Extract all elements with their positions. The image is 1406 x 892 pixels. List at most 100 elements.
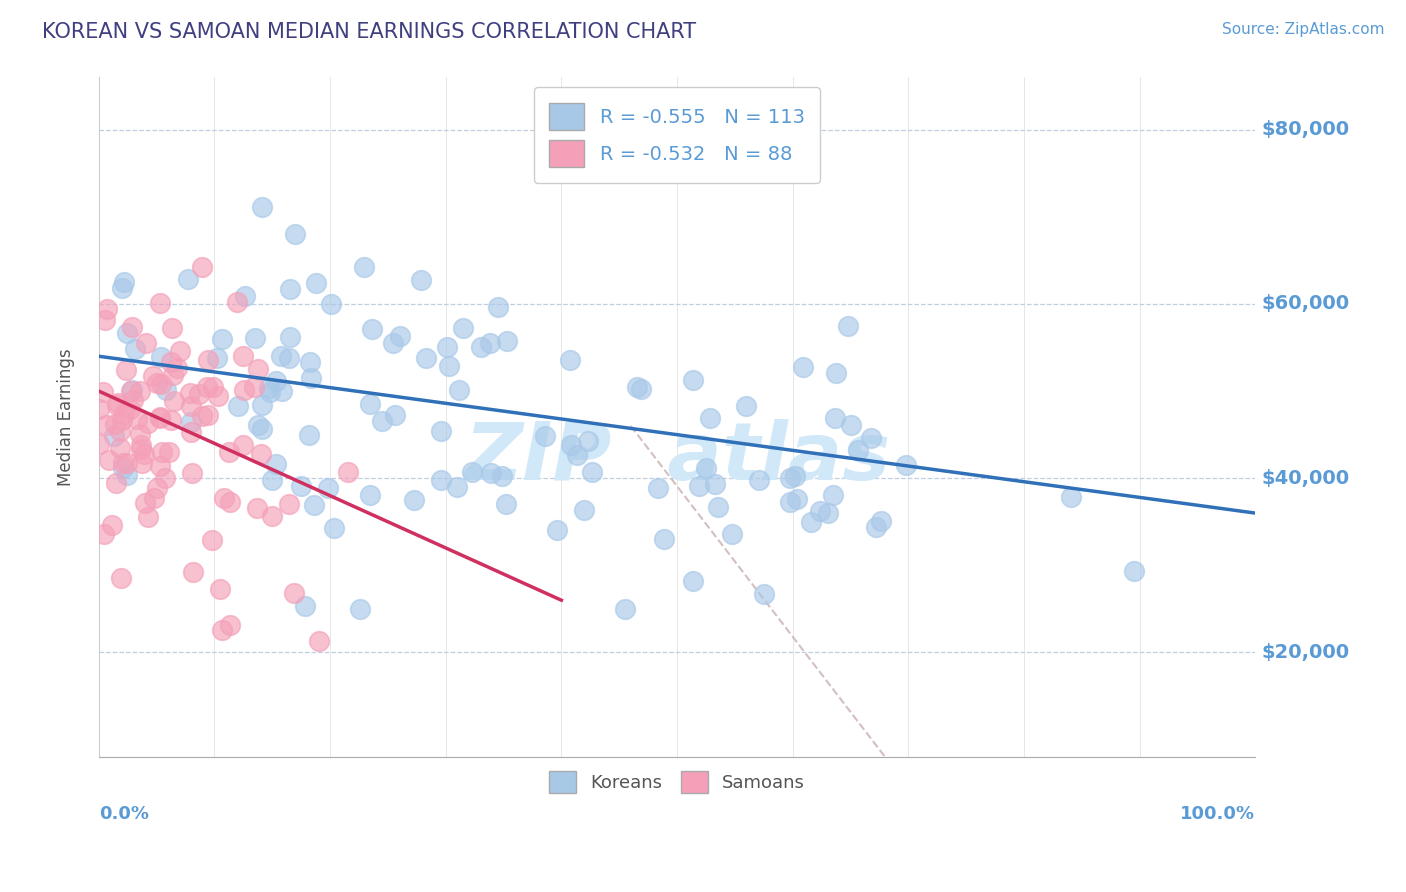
Point <box>226 400 249 414</box>
Point <box>142 368 165 383</box>
Point <box>143 491 166 505</box>
Point <box>491 469 513 483</box>
Point <box>1060 490 1083 504</box>
Point <box>134 496 156 510</box>
Point <box>546 524 568 538</box>
Point <box>219 617 242 632</box>
Point <box>235 289 257 303</box>
Point <box>290 478 312 492</box>
Point <box>180 425 202 440</box>
Point <box>534 429 557 443</box>
Point <box>800 515 823 529</box>
Point <box>179 386 201 401</box>
Point <box>97 453 120 467</box>
Point <box>308 633 330 648</box>
Point <box>298 355 321 369</box>
Point <box>136 509 159 524</box>
Point <box>250 399 273 413</box>
Point <box>181 466 204 480</box>
Point <box>846 442 869 457</box>
Point <box>96 302 118 317</box>
Point <box>808 504 831 518</box>
Text: $80,000: $80,000 <box>1261 120 1350 139</box>
Point <box>218 494 240 508</box>
Point <box>382 335 405 350</box>
Point <box>839 418 862 433</box>
Point <box>115 363 138 377</box>
Point <box>246 501 269 516</box>
Point <box>824 410 846 425</box>
Point <box>87 436 110 450</box>
Point <box>817 506 839 520</box>
Point <box>270 350 292 364</box>
Point <box>243 380 266 394</box>
Point <box>894 458 917 473</box>
Point <box>349 602 371 616</box>
Point <box>359 397 381 411</box>
Point <box>96 417 118 432</box>
Point <box>108 425 131 439</box>
Point <box>246 361 269 376</box>
Point <box>128 427 150 442</box>
Point <box>322 521 344 535</box>
Point <box>688 479 710 493</box>
Point <box>823 488 845 502</box>
Point <box>294 599 316 613</box>
Point <box>149 459 172 474</box>
Point <box>792 360 814 375</box>
Point <box>250 447 273 461</box>
Point <box>353 260 375 274</box>
Point <box>786 492 808 507</box>
Point <box>264 457 287 471</box>
Point <box>201 533 224 547</box>
Point <box>299 370 322 384</box>
Point <box>567 448 589 462</box>
Point <box>870 514 893 528</box>
Point <box>682 373 704 387</box>
Point <box>131 457 153 471</box>
Point <box>135 335 157 350</box>
Point <box>720 527 742 541</box>
Point <box>195 380 218 394</box>
Point <box>259 385 281 400</box>
Point <box>243 331 266 345</box>
Point <box>825 366 848 380</box>
Point <box>305 276 328 290</box>
Point <box>436 340 458 354</box>
Point <box>461 465 484 479</box>
Point <box>682 574 704 589</box>
Point <box>446 480 468 494</box>
Point <box>121 383 143 397</box>
Point <box>415 351 437 365</box>
Point <box>652 532 675 546</box>
Point <box>371 414 394 428</box>
Point <box>190 260 212 274</box>
Point <box>91 385 114 400</box>
Point <box>626 380 648 394</box>
Point <box>120 401 142 416</box>
Point <box>257 381 280 395</box>
Point <box>155 471 177 485</box>
Point <box>212 491 235 505</box>
Point <box>134 447 156 461</box>
Text: 100.0%: 100.0% <box>1180 805 1256 823</box>
Point <box>115 457 138 471</box>
Point <box>197 408 219 422</box>
Point <box>112 275 135 289</box>
Point <box>384 409 406 423</box>
Point <box>180 415 202 429</box>
Point <box>859 431 882 445</box>
Point <box>127 412 149 426</box>
Point <box>121 320 143 334</box>
Point <box>437 359 460 374</box>
Point <box>105 476 128 491</box>
Point <box>111 461 134 475</box>
Point <box>359 488 381 502</box>
Point <box>131 442 153 456</box>
Point <box>250 200 273 214</box>
Point <box>160 413 183 427</box>
Legend: Koreans, Samoans: Koreans, Samoans <box>540 763 814 803</box>
Point <box>150 350 173 364</box>
Point <box>319 296 342 310</box>
Point <box>94 313 117 327</box>
